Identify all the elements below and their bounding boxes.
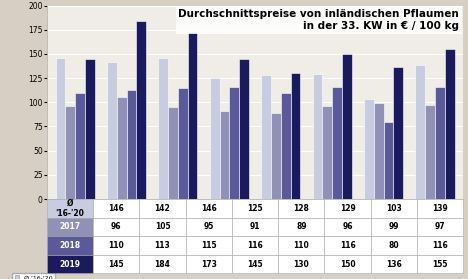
Legend: Ø '16-'20, 2017, 2018, 2019: Ø '16-'20, 2017, 2018, 2019 <box>13 273 55 279</box>
Bar <box>332 87 342 199</box>
Bar <box>394 68 403 199</box>
Bar <box>136 21 146 199</box>
Bar <box>126 90 136 199</box>
Bar <box>291 73 300 199</box>
Bar <box>374 103 384 199</box>
Bar <box>85 59 95 199</box>
Bar <box>384 122 394 199</box>
Bar <box>261 75 271 199</box>
Bar <box>107 62 117 199</box>
Text: Durchschnittspreise von inländischen Pflaumen
in der 33. KW in € / 100 kg: Durchschnittspreise von inländischen Pfl… <box>178 9 459 31</box>
Bar <box>416 64 425 199</box>
Bar <box>313 74 322 199</box>
Bar <box>271 113 281 199</box>
Bar <box>281 93 291 199</box>
Bar <box>56 58 66 199</box>
Bar <box>188 32 197 199</box>
Bar <box>342 54 352 199</box>
Bar <box>435 87 445 199</box>
Bar <box>66 106 75 199</box>
Bar <box>364 99 374 199</box>
Bar <box>219 111 229 199</box>
Bar <box>239 59 249 199</box>
Bar <box>158 58 168 199</box>
Bar <box>75 93 85 199</box>
Bar <box>425 105 435 199</box>
Bar <box>445 49 454 199</box>
Bar <box>117 97 126 199</box>
Bar <box>322 106 332 199</box>
Bar <box>168 107 178 199</box>
Bar <box>229 87 239 199</box>
Bar <box>178 88 188 199</box>
Bar <box>210 78 219 199</box>
